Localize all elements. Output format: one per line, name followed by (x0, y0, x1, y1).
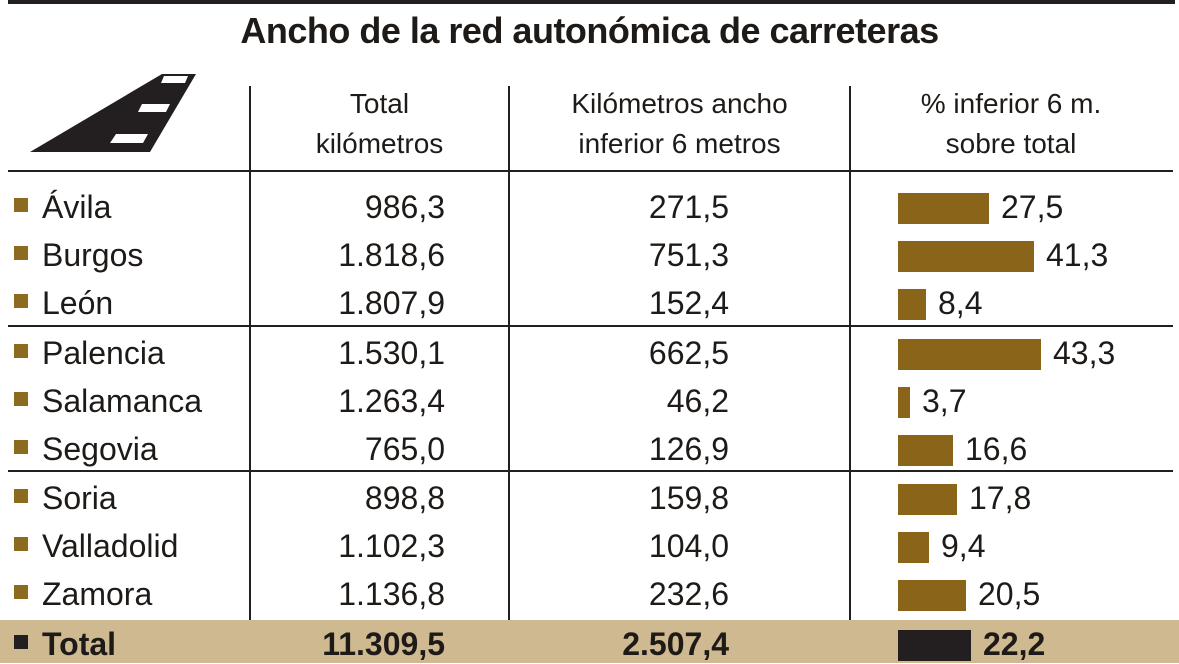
total-km-cell: 1.530,1 (338, 335, 445, 371)
column-divider (249, 86, 251, 663)
total-row: Total 11.309,5 2.507,4 22,2 (0, 620, 1179, 663)
km-narrow-cell: 126,9 (648, 431, 729, 467)
table-row: Zamora 1.136,8 232,6 20,5 (0, 570, 1179, 618)
table-row: Soria 898,8 159,8 17,8 (0, 474, 1179, 522)
road-icon (30, 74, 196, 152)
pct-label: 17,8 (969, 480, 1032, 516)
pct-bar (898, 484, 957, 515)
row-marker (14, 537, 28, 551)
row-label: Valladolid (42, 528, 179, 564)
table-row: Valladolid 1.102,3 104,0 9,4 (0, 522, 1179, 570)
row-label: Ávila (42, 189, 112, 225)
total-km-cell: 1.807,9 (338, 285, 445, 321)
pct-label: 8,4 (938, 285, 983, 321)
table-row: Burgos 1.818,6 751,3 41,3 (0, 231, 1179, 279)
pct-label: 20,5 (978, 576, 1041, 612)
row-marker (14, 440, 28, 454)
header-line: sobre total (945, 128, 1077, 159)
row-marker (14, 294, 28, 308)
total-km-cell: 898,8 (364, 480, 445, 516)
row-marker (14, 246, 28, 260)
pct-bar (898, 241, 1034, 272)
total-km-cell: 1.102,3 (338, 528, 445, 564)
km-narrow-cell: 271,5 (648, 189, 729, 225)
pct-label: 43,3 (1053, 335, 1116, 371)
km-narrow-cell: 2.507,4 (622, 626, 729, 662)
row-label: León (42, 285, 114, 321)
km-narrow-cell: 232,6 (648, 576, 729, 612)
total-km-cell: 1.136,8 (338, 576, 445, 612)
row-marker (14, 392, 28, 406)
pct-bar (898, 193, 989, 224)
table-row: Ávila 986,3 271,5 27,5 (0, 183, 1179, 231)
pct-bar (898, 630, 971, 661)
table-row: Segovia 765,0 126,9 16,6 (0, 425, 1179, 473)
total-km-cell: 1.818,6 (338, 237, 445, 273)
row-label: Zamora (42, 576, 153, 612)
header-total-km: Total kilómetros (251, 84, 508, 164)
pct-bar (898, 339, 1041, 370)
row-marker (14, 585, 28, 599)
km-narrow-cell: 152,4 (648, 285, 729, 321)
table-row: León 1.807,9 152,4 8,4 (0, 279, 1179, 327)
header-line: kilómetros (315, 128, 444, 159)
km-narrow-cell: 159,8 (648, 480, 729, 516)
row-label: Total (42, 626, 117, 662)
row-label: Palencia (42, 335, 165, 371)
table-row: Palencia 1.530,1 662,5 43,3 (0, 329, 1179, 377)
total-km-cell: 1.263,4 (338, 383, 445, 419)
header-pct: % inferior 6 m. sobre total (851, 84, 1171, 164)
row-label: Segovia (42, 431, 158, 467)
pct-label: 16,6 (965, 431, 1028, 467)
header-rule (8, 170, 1173, 172)
pct-bar (898, 289, 926, 320)
row-label: Soria (42, 480, 117, 516)
km-narrow-cell: 751,3 (648, 237, 729, 273)
header-line: % inferior 6 m. (920, 88, 1102, 119)
pct-bar (898, 580, 966, 611)
row-marker (14, 198, 28, 212)
pct-label: 27,5 (1001, 189, 1064, 225)
header-line: inferior 6 metros (578, 128, 781, 159)
row-label: Salamanca (42, 383, 203, 419)
total-km-cell: 765,0 (364, 431, 445, 467)
column-divider (508, 86, 510, 663)
row-label: Burgos (42, 237, 144, 273)
group-rule (8, 470, 1173, 472)
chart-title: Ancho de la red autonómica de carreteras (240, 10, 939, 51)
table-row: Salamanca 1.263,4 46,2 3,7 (0, 377, 1179, 425)
pct-bar (898, 435, 953, 466)
total-km-cell: 986,3 (364, 189, 445, 225)
group-rule (8, 325, 1173, 327)
top-rule (8, 0, 1175, 4)
header-line: Kilómetros ancho (571, 88, 788, 119)
pct-label: 3,7 (922, 383, 967, 419)
header-line: Total (349, 88, 410, 119)
km-narrow-cell: 104,0 (648, 528, 729, 564)
row-marker (14, 489, 28, 503)
pct-bar (898, 387, 910, 418)
row-marker (14, 344, 28, 358)
pct-label: 22,2 (983, 626, 1046, 662)
total-km-cell: 11.309,5 (322, 626, 445, 662)
pct-label: 41,3 (1046, 237, 1109, 273)
column-divider (849, 86, 851, 663)
pct-bar (898, 532, 929, 563)
header-km-narrow: Kilómetros ancho inferior 6 metros (510, 84, 849, 164)
row-marker (14, 635, 28, 649)
pct-label: 9,4 (941, 528, 986, 564)
km-narrow-cell: 46,2 (666, 383, 729, 419)
km-narrow-cell: 662,5 (648, 335, 729, 371)
